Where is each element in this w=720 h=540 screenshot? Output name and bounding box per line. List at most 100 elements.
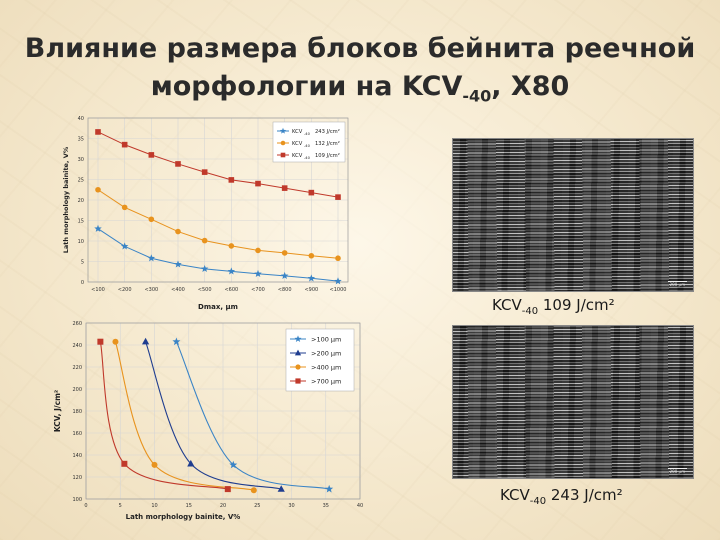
data-point <box>255 247 261 254</box>
plot-frame <box>87 117 349 283</box>
data-point <box>120 242 129 250</box>
x-tick-label: <700 <box>251 287 265 293</box>
legend-marker <box>295 378 301 384</box>
series-line <box>97 131 339 198</box>
series-curve <box>145 341 282 490</box>
data-point <box>174 260 182 268</box>
scale-bar-bottom: 200 µm <box>667 468 687 474</box>
data-point <box>281 185 288 191</box>
x-tick-label: <100 <box>91 287 105 293</box>
x-tick-label: <800 <box>278 287 292 293</box>
data-point <box>172 337 181 346</box>
data-point <box>148 152 155 158</box>
data-point <box>151 461 158 468</box>
dmax-vs-lath-chart: 0 5 10 15 20 25 30 35 40 <100 <200 <300 <400 <500 <600… <box>62 116 349 311</box>
x-tick-label: 15 <box>186 503 192 509</box>
y-tick-label: 140 <box>72 453 82 459</box>
y-tick-label: 260 <box>72 321 82 327</box>
title-line-1: Влияние размера блоков бейнита реечной <box>24 33 696 64</box>
data-point <box>112 338 119 345</box>
x-axis-label: Lath morphology bainite, V% <box>126 513 241 521</box>
legend-marker <box>294 335 302 342</box>
data-point <box>200 264 209 273</box>
y-tick-label: 240 <box>72 343 82 349</box>
slide-title: Влияние размера блоков бейнита реечной м… <box>20 30 700 115</box>
data-point <box>308 252 315 259</box>
data-point <box>95 186 101 193</box>
y-tick-label: 20 <box>78 198 84 204</box>
x-tick-label: 20 <box>220 503 226 509</box>
legend-label: >400 µm <box>311 364 341 372</box>
caption-top-main: KCV <box>492 296 522 314</box>
data-point <box>229 460 238 469</box>
data-point <box>335 194 341 200</box>
data-point <box>141 337 150 345</box>
scale-bar-top: 200 µm <box>667 281 687 287</box>
y-tick-label: 40 <box>78 116 84 122</box>
caption-top-sub: -40 <box>521 306 539 317</box>
legend-label: >700 µm <box>311 378 341 386</box>
legend-marker <box>279 127 287 134</box>
data-point <box>175 161 181 167</box>
data-point <box>201 237 208 244</box>
data-point <box>121 141 128 148</box>
legend-label-sub: -40 <box>304 132 311 136</box>
y-axis-label: KCV, J/cm² <box>53 390 62 432</box>
data-point <box>95 129 101 135</box>
data-point <box>148 216 155 223</box>
y-axis-label: Lath morphology bainite, V% <box>62 146 70 253</box>
legend-label: >100 µm <box>311 336 341 344</box>
legend-label-value: 243 J/cm² <box>315 129 340 135</box>
legend-marker <box>294 349 302 356</box>
data-point <box>334 277 342 285</box>
data-point <box>224 486 231 493</box>
series-line <box>97 228 339 282</box>
x-tick-label: <300 <box>144 287 158 293</box>
data-point <box>175 228 181 235</box>
title-line-2-main: морфологии на KCV <box>150 71 463 102</box>
legend-label-sub: -40 <box>304 144 311 148</box>
legend-label: >200 µm <box>311 350 341 358</box>
data-point <box>250 487 257 494</box>
micrograph-top: 200 µm <box>452 138 694 292</box>
data-point <box>94 224 102 232</box>
kcv-vs-lath-chart: 100 120 140 160 180 200 220 240 260 0 5 10 15 20 25 30 3… <box>53 321 363 521</box>
data-point <box>281 250 288 256</box>
data-point <box>228 243 235 249</box>
y-tick-label: 100 <box>72 497 82 503</box>
data-point <box>307 274 316 282</box>
legend-label-main: KCV <box>292 153 303 159</box>
data-point <box>335 255 341 262</box>
y-tick-label: 10 <box>78 239 84 245</box>
micrograph-top-caption: KCV-40 109 J/cm² <box>492 296 615 317</box>
x-tick-label: <200 <box>118 287 132 293</box>
caption-top-tail: 109 J/cm² <box>538 296 615 314</box>
x-tick-label: 10 <box>151 503 157 509</box>
data-point <box>280 271 289 280</box>
y-tick-label: 15 <box>78 219 84 225</box>
data-point <box>325 484 334 493</box>
title-line-2: морфологии на KCV-40, X80 <box>20 68 700 115</box>
caption-bottom-tail: 243 J/cm² <box>546 486 623 504</box>
data-point <box>121 460 128 467</box>
x-tick-label: 40 <box>357 503 363 509</box>
y-tick-label: 0 <box>81 280 84 286</box>
y-tick-label: 120 <box>72 475 82 481</box>
y-tick-label: 220 <box>72 365 82 371</box>
legend-label-value: 132 J/cm² <box>315 141 340 147</box>
y-tick-label: 160 <box>72 431 82 437</box>
y-tick-label: 35 <box>78 137 84 143</box>
legend-label-main: KCV <box>292 129 303 135</box>
y-tick-label: 30 <box>78 157 84 163</box>
legend-marker <box>280 152 286 158</box>
y-tick-label: 5 <box>81 260 84 266</box>
series-line <box>97 189 339 259</box>
x-tick-label: <600 <box>224 287 238 293</box>
legend-label-main: KCV <box>292 141 303 147</box>
x-tick-label: <500 <box>198 287 212 293</box>
data-point <box>255 180 261 187</box>
x-tick-label: <400 <box>171 287 185 293</box>
y-tick-label: 200 <box>72 387 82 393</box>
series-curve <box>99 341 228 490</box>
data-point <box>227 267 236 275</box>
